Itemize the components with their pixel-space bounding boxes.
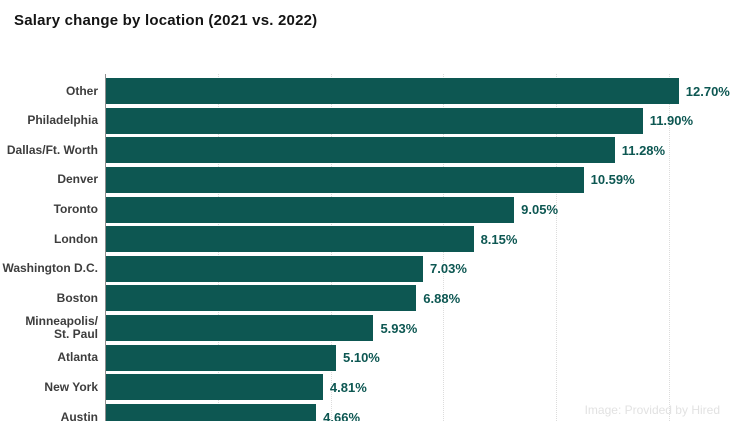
value-label-denver: 10.59% — [590, 172, 635, 188]
value-label-london: 8.15% — [480, 231, 518, 247]
category-label-philadelphia: Philadelphia — [27, 113, 98, 128]
value-label-dallas-ft-worth: 11.28% — [621, 142, 666, 158]
bar-dallas-ft-worth — [106, 137, 615, 164]
bar-london — [106, 226, 474, 253]
value-label-other: 12.70% — [685, 83, 730, 99]
bar-new-york — [106, 374, 323, 401]
bar-atlanta — [106, 344, 336, 371]
value-label-philadelphia: 11.90% — [649, 113, 694, 129]
category-label-washington-d-c: Washington D.C. — [2, 261, 98, 276]
bar-philadelphia — [106, 107, 643, 134]
value-label-boston: 6.88% — [423, 290, 461, 306]
bar-toronto — [106, 196, 515, 223]
bar-austin — [106, 404, 317, 421]
bar-washington-d-c — [106, 255, 424, 282]
bar-minneapolis-st-paul — [106, 315, 374, 342]
value-label-new-york: 4.81% — [329, 379, 367, 395]
category-label-minneapolis-st-paul: Minneapolis/ St. Paul — [25, 314, 98, 342]
category-label-denver: Denver — [57, 172, 98, 187]
category-label-london: London — [54, 231, 98, 246]
category-label-boston: Boston — [56, 290, 98, 305]
y-axis-line — [105, 74, 106, 421]
category-label-other: Other — [65, 83, 98, 98]
value-label-atlanta: 5.10% — [343, 350, 380, 366]
chart-title: Salary change by location (2021 vs. 2022… — [14, 12, 318, 29]
watermark-credit: Image: Provided by Hired — [584, 403, 720, 417]
category-label-new-york: New York — [44, 379, 98, 394]
value-label-washington-d-c: 7.03% — [430, 261, 467, 277]
gridline-12.5pct — [668, 74, 670, 421]
value-label-minneapolis-st-paul: 5.93% — [380, 320, 418, 336]
gridline-10pct — [556, 74, 557, 421]
category-label-atlanta: Atlanta — [57, 350, 98, 365]
bar-denver — [106, 166, 584, 193]
category-label-austin: Austin — [60, 409, 98, 421]
bar-other — [106, 78, 679, 104]
category-label-toronto: Toronto — [53, 202, 98, 217]
bar-boston — [106, 285, 417, 312]
category-label-dallas-ft-worth: Dallas/Ft. Worth — [6, 142, 98, 157]
value-label-toronto: 9.05% — [521, 202, 559, 218]
value-label-austin: 4.66% — [323, 409, 361, 421]
